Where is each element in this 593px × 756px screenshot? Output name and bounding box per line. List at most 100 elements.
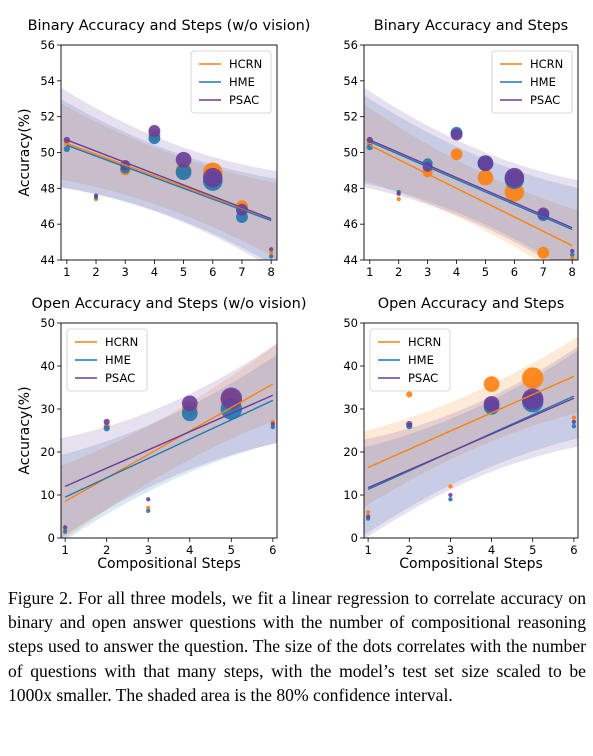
data-point-hme-6 <box>270 424 275 430</box>
fit-line-hcrn <box>367 375 575 469</box>
x-axis-label: Compositional Steps <box>399 556 543 572</box>
data-point-hcrn-8 <box>269 250 274 255</box>
legend-box <box>66 328 148 392</box>
fit-line-psac <box>66 139 272 220</box>
legend-box <box>190 50 272 114</box>
data-point-psac-4 <box>148 125 161 137</box>
confidence-band-psac <box>61 87 277 260</box>
data-point-psac-1 <box>366 136 373 144</box>
x-tick-label: 8 <box>569 265 576 279</box>
data-point-hcrn-8 <box>570 256 575 260</box>
data-point-hcrn-5 <box>477 169 494 186</box>
confidence-band-hcrn <box>364 104 578 260</box>
data-point-hme-5 <box>175 164 192 181</box>
data-point-psac-1 <box>63 525 68 530</box>
legend: HCRN HME PSAC <box>66 328 148 392</box>
plot-area <box>364 336 578 538</box>
x-tick-label: 6 <box>511 265 518 279</box>
x-axis-label: Compositional Steps <box>97 556 241 572</box>
x-tick-label: 3 <box>122 265 129 279</box>
data-point-psac-3 <box>448 492 453 498</box>
data-point-hme-3 <box>448 497 453 502</box>
y-tick-label: 54 <box>40 74 55 88</box>
data-point-hcrn-2 <box>396 196 401 202</box>
legend-box <box>369 328 451 392</box>
data-point-hcrn-5 <box>522 367 544 389</box>
data-point-psac-4 <box>483 395 500 412</box>
plot-area <box>61 343 277 538</box>
y-tick-label: 44 <box>343 253 358 267</box>
x-tick-label: 2 <box>406 543 413 557</box>
confidence-band-psac <box>364 87 578 260</box>
data-point-psac-6 <box>203 167 223 188</box>
x-tick-label: 2 <box>395 265 402 279</box>
y-tick-label: 40 <box>343 359 358 373</box>
y-tick-label: 50 <box>40 316 55 330</box>
x-tick-label: 6 <box>269 543 276 557</box>
y-axis-label: Accuracy(%) <box>17 108 33 196</box>
data-point-hcrn-6 <box>571 415 577 420</box>
plot-frame <box>363 322 579 539</box>
legend-label-hcrn: HCRN <box>408 335 441 349</box>
panel-title: Binary Accuracy and Steps <box>374 18 568 34</box>
plot-frame <box>60 322 278 539</box>
chart-panel-4: 1 2 3 4 5 6 0 10 20 30 40 50 Open Accuracy and Steps… <box>343 296 579 572</box>
panel-title: Open Accuracy and Steps <box>378 296 565 312</box>
fit-line-psac <box>64 394 274 488</box>
x-tick-label: 4 <box>151 265 158 279</box>
x-tick-label: 5 <box>228 543 235 557</box>
y-tick-label: 20 <box>343 445 358 459</box>
data-point-psac-3 <box>146 497 151 502</box>
data-point-psac-5 <box>477 155 494 172</box>
legend-box <box>491 50 573 114</box>
data-point-hcrn-3 <box>448 484 453 489</box>
data-point-psac-5 <box>522 388 544 410</box>
legend: HCRN HME PSAC <box>491 50 573 114</box>
legend-label-psac: PSAC <box>229 93 259 107</box>
x-tick-label: 5 <box>529 543 536 557</box>
fit-line-hcrn <box>369 144 573 247</box>
x-tick-label: 6 <box>209 265 216 279</box>
data-point-psac-2 <box>396 191 401 196</box>
x-tick-label: 7 <box>540 265 547 279</box>
y-tick-label: 44 <box>40 253 55 267</box>
y-tick-label: 56 <box>40 38 55 52</box>
y-tick-label: 56 <box>343 38 358 52</box>
data-point-hcrn-7 <box>537 246 550 259</box>
x-tick-label: 7 <box>238 265 245 279</box>
x-tick-label: 2 <box>92 265 99 279</box>
y-tick-label: 52 <box>343 110 358 124</box>
x-tick-label: 4 <box>488 543 495 557</box>
x-tick-label: 1 <box>63 265 70 279</box>
x-tick-label: 1 <box>366 265 373 279</box>
x-tick-label: 2 <box>103 543 110 557</box>
fit-line-hme <box>369 141 573 231</box>
legend: HCRN HME PSAC <box>369 328 451 392</box>
data-point-psac-5 <box>220 387 243 409</box>
y-tick-label: 30 <box>343 402 358 416</box>
y-tick-label: 48 <box>40 181 55 195</box>
data-point-hcrn-2 <box>406 391 413 398</box>
x-tick-label: 6 <box>570 543 577 557</box>
fit-line-psac <box>369 139 573 229</box>
data-point-psac-6 <box>270 421 275 427</box>
x-tick-label: 5 <box>180 265 187 279</box>
fit-line-hcrn <box>64 383 274 503</box>
confidence-band-hme <box>364 95 578 260</box>
x-tick-label: 3 <box>145 543 152 557</box>
y-axis-label: Accuracy(%) <box>17 386 33 474</box>
legend-label-hcrn: HCRN <box>530 57 563 71</box>
y-tick-label: 46 <box>343 217 358 231</box>
panel-title: Open Accuracy and Steps (w/o vision) <box>31 296 306 312</box>
data-point-hme-6 <box>571 424 577 429</box>
data-point-psac-1 <box>63 136 70 144</box>
x-tick-label: 1 <box>364 543 371 557</box>
y-tick-label: 10 <box>40 488 55 502</box>
data-point-psac-6 <box>504 167 525 188</box>
legend-label-psac: PSAC <box>530 93 560 107</box>
legend-label-hcrn: HCRN <box>229 57 262 71</box>
fit-line-hme <box>66 144 272 222</box>
